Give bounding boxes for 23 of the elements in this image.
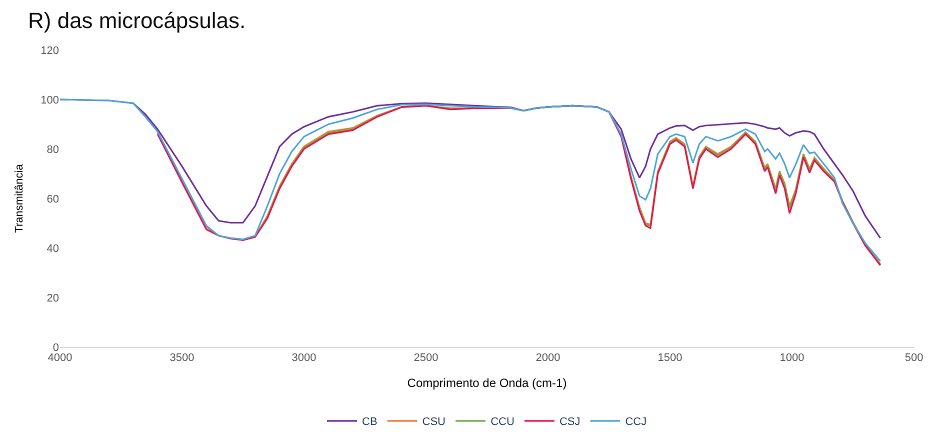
legend-label: CCU (490, 416, 514, 428)
x-tick-label: 2000 (536, 352, 560, 364)
y-tick-label: 20 (46, 292, 59, 304)
legend-label: CSJ (559, 416, 580, 428)
y-tick-label: 0 (52, 342, 59, 354)
x-tick-label: 500 (904, 352, 924, 364)
x-tick-label: 2500 (414, 352, 438, 364)
y-tick-label: 60 (46, 193, 59, 206)
y-tick-label: 80 (46, 144, 59, 156)
y-tick-label: 40 (46, 242, 59, 255)
x-tick-label: 1500 (658, 352, 682, 364)
legend-label: CCJ (625, 416, 647, 428)
legend-label: CSU (422, 416, 446, 428)
x-tick-label: 1000 (780, 352, 804, 364)
x-tick-label: 3500 (170, 352, 194, 364)
x-tick-label: 3000 (292, 352, 316, 364)
y-tick-label: 100 (40, 94, 59, 106)
legend-label: CB (362, 416, 378, 428)
y-tick-label: 120 (40, 44, 59, 57)
text: R) das microcápsulas. (28, 8, 246, 33)
y-axis-title: Transmitância (13, 163, 26, 233)
x-tick-label: 4000 (48, 352, 72, 364)
x-axis-title: Comprimento de Onda (cm-1) (407, 376, 567, 390)
